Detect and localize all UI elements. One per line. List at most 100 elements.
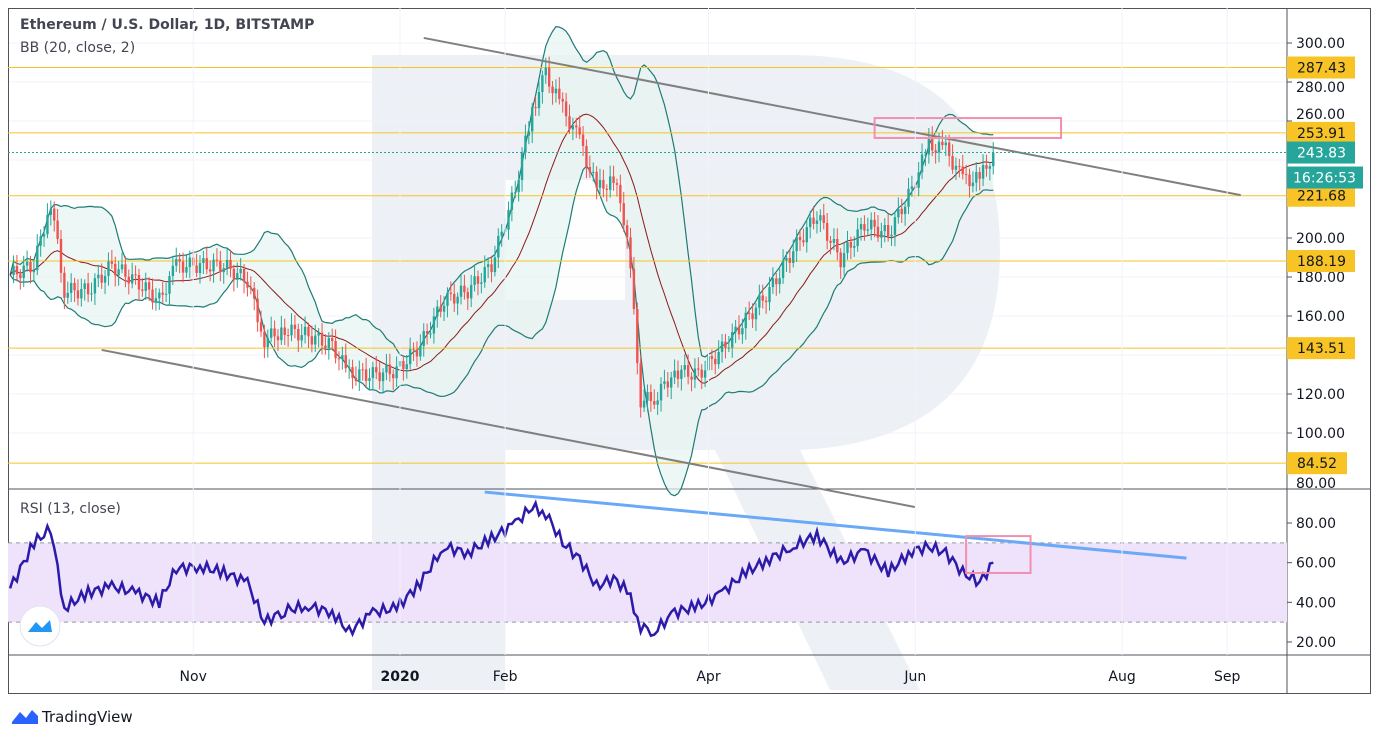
time-tick-label: Jun (903, 669, 926, 685)
candle (964, 174, 968, 176)
candle (419, 345, 422, 357)
candle (259, 322, 263, 332)
candle (493, 257, 497, 273)
level-tag (1287, 184, 1355, 207)
candle (381, 372, 385, 382)
candle (473, 276, 476, 285)
candle (303, 326, 307, 336)
candle (931, 137, 934, 151)
candle (161, 292, 164, 295)
candle (534, 107, 537, 109)
candle (958, 165, 961, 167)
candle (205, 258, 208, 270)
candle (276, 336, 280, 341)
candle (639, 363, 642, 408)
candle (425, 331, 429, 334)
candle (497, 236, 500, 258)
candle (792, 251, 795, 263)
candle (744, 312, 747, 329)
price-tick-label: 180.00 (1296, 270, 1345, 286)
candle (893, 217, 897, 235)
candle (466, 292, 469, 299)
candle (531, 107, 534, 132)
candle (66, 292, 69, 298)
candle (256, 298, 259, 323)
candle (975, 172, 978, 183)
candle (781, 260, 785, 279)
candle (490, 264, 493, 273)
candle (886, 225, 890, 237)
candle (225, 259, 229, 269)
tradingview-brand[interactable]: TradingView (42, 708, 133, 726)
rsi-indicator-label[interactable]: RSI (13, close) (20, 501, 121, 517)
candle (63, 272, 66, 298)
candle (629, 237, 632, 269)
candle (249, 287, 253, 289)
candle (934, 150, 937, 153)
candle (147, 282, 151, 290)
candle (971, 182, 975, 187)
candle (608, 176, 612, 190)
candle (992, 152, 995, 167)
candle (761, 295, 764, 301)
candle (676, 370, 680, 379)
candle (97, 274, 100, 279)
candle (212, 259, 215, 272)
candle (83, 283, 86, 289)
candle (463, 285, 466, 293)
candle (714, 358, 717, 365)
candle (42, 234, 46, 237)
candle (286, 335, 290, 337)
candle (653, 401, 656, 405)
level-tag-label: 287.43 (1297, 61, 1346, 77)
candle (897, 208, 900, 218)
last-price-tag (1287, 141, 1355, 164)
candle (558, 88, 561, 99)
candle (670, 377, 673, 388)
candle (802, 240, 805, 243)
candle (758, 295, 761, 308)
candle (849, 241, 853, 248)
candle (422, 331, 425, 346)
candle (870, 219, 873, 230)
candle (666, 381, 670, 388)
candle (232, 268, 236, 280)
candle (293, 324, 297, 329)
candle (449, 292, 453, 294)
candle (459, 285, 463, 297)
cloud-icon (28, 620, 52, 632)
countdown-label: 16:26:53 (1293, 171, 1356, 187)
candle (659, 383, 663, 401)
toggle-drawings-button[interactable] (19, 605, 61, 647)
candle (808, 217, 812, 228)
candle (778, 278, 781, 285)
candle (836, 239, 839, 253)
candle (663, 381, 666, 384)
candle (151, 289, 154, 303)
candle (15, 265, 19, 275)
candle (829, 240, 832, 243)
candle (775, 278, 778, 285)
candle (395, 366, 398, 379)
price-tick-label: 280.00 (1296, 80, 1345, 96)
rsi-tick-label: 40.00 (1296, 595, 1336, 611)
candle (673, 370, 676, 378)
bb-indicator-label[interactable]: BB (20, close, 2) (20, 40, 136, 56)
candle (751, 313, 754, 320)
level-tag-label: 188.19 (1297, 254, 1346, 270)
candle (771, 278, 775, 288)
candle (693, 368, 697, 380)
candle (937, 141, 941, 153)
rsi-highlight-box (965, 535, 1032, 574)
candle (29, 261, 32, 273)
candle (578, 127, 581, 135)
candle (944, 142, 947, 146)
candle (812, 217, 815, 224)
candle (541, 75, 544, 92)
candle (737, 326, 741, 335)
level-tag (1287, 452, 1347, 475)
candle (646, 392, 649, 401)
candle (469, 284, 473, 299)
rsi-band (8, 542, 1287, 623)
